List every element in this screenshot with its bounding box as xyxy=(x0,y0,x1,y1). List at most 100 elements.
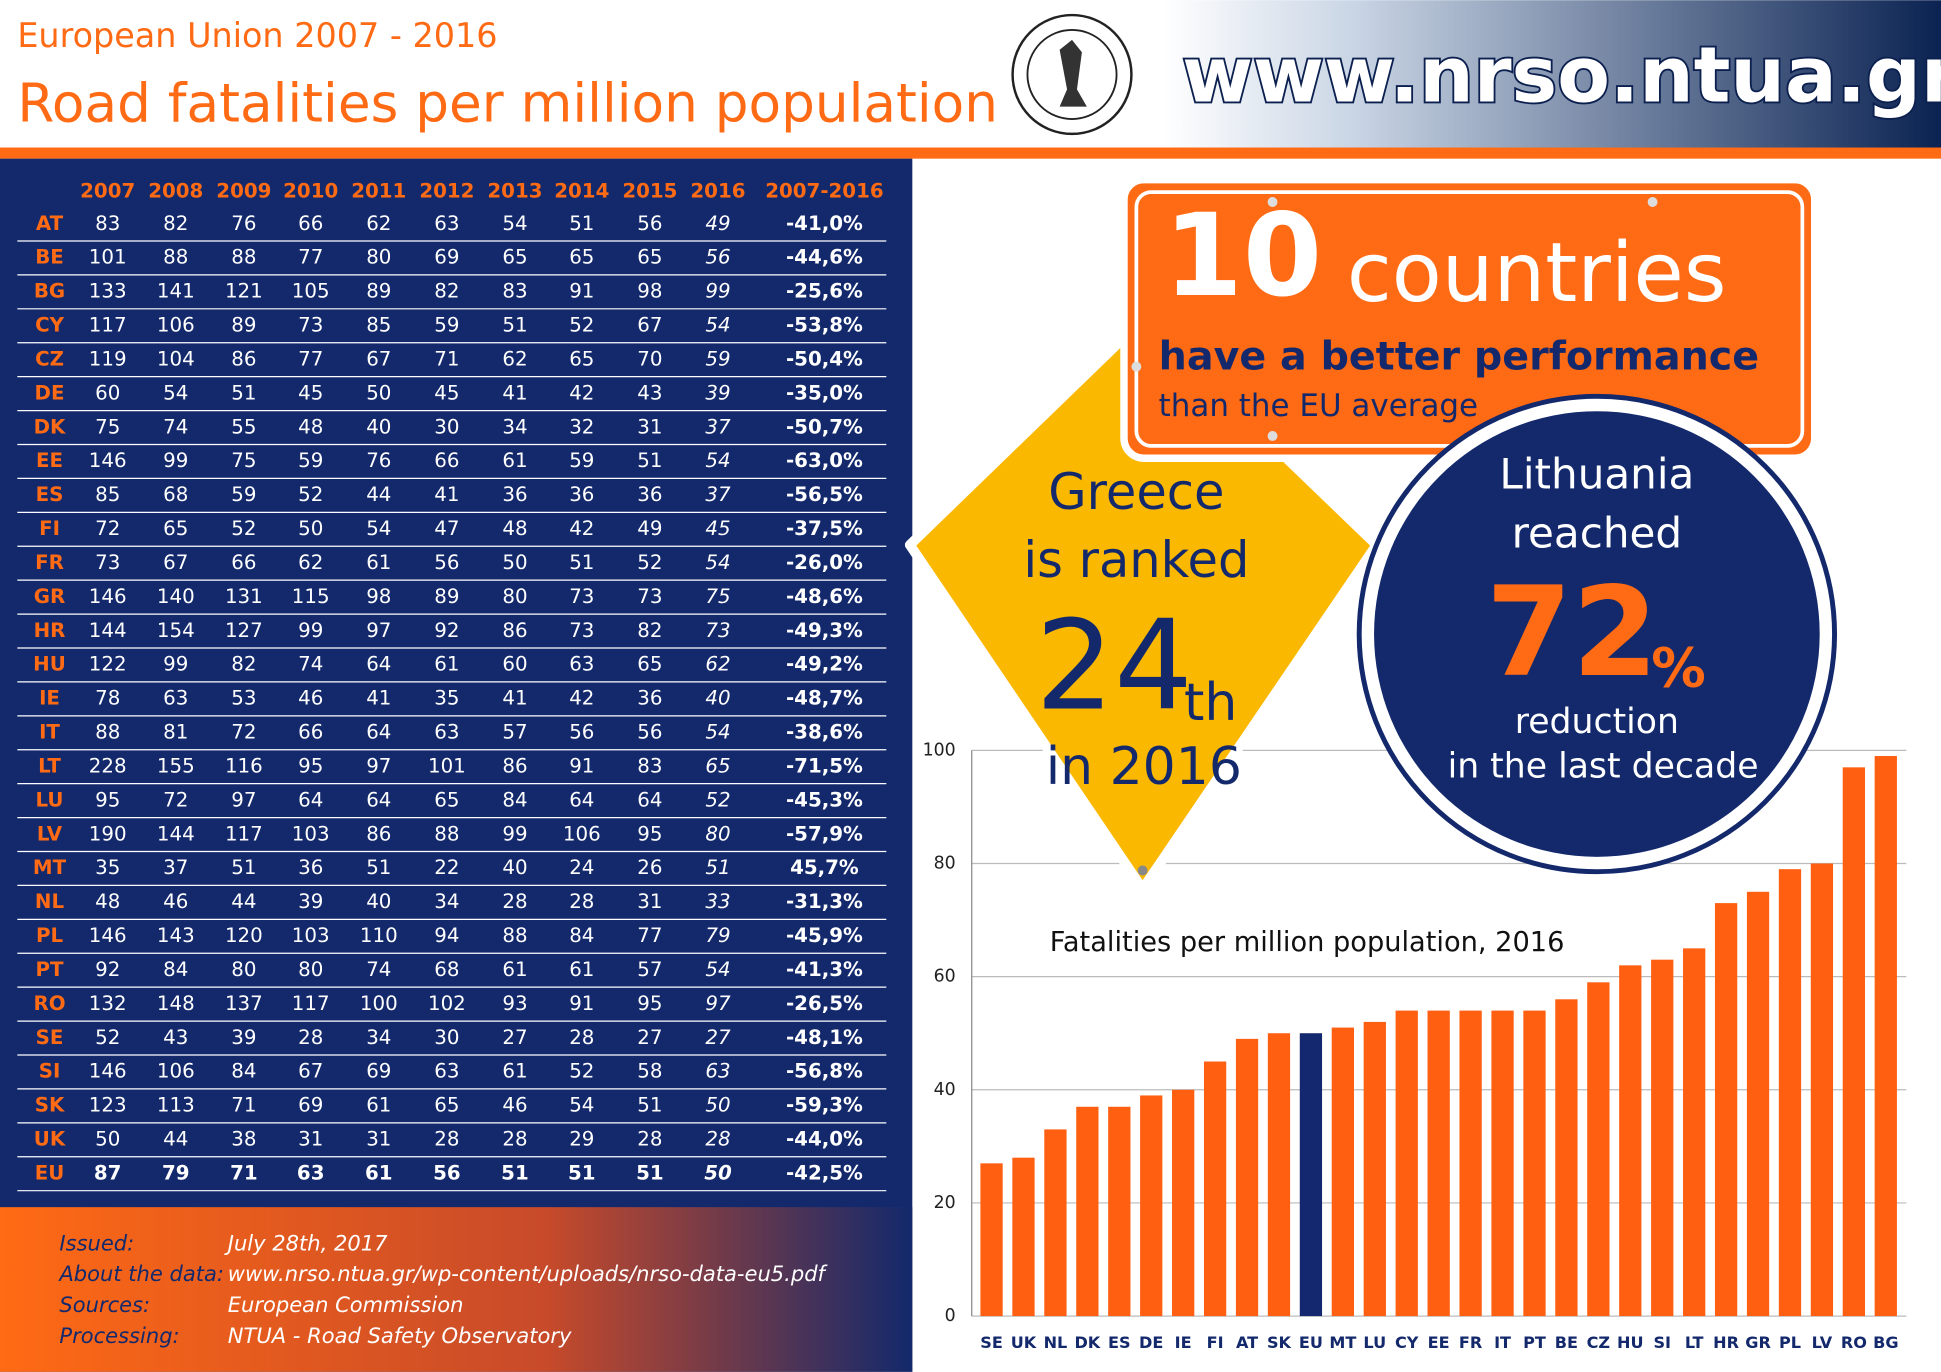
bar xyxy=(1587,982,1610,1317)
bar xyxy=(1267,1033,1291,1317)
x-tick-label: HR xyxy=(1713,1333,1739,1352)
table-cell: 63 xyxy=(569,653,594,676)
greece-suffix: th xyxy=(1184,673,1237,733)
change-cell: -71,5% xyxy=(786,754,863,777)
table-cell: 70 xyxy=(637,347,662,370)
row-label: CZ xyxy=(35,347,64,370)
row-label: DK xyxy=(34,415,66,438)
table-cell: 53 xyxy=(231,687,256,710)
table-cell: 121 xyxy=(225,280,263,303)
table-cell: 65 xyxy=(502,246,527,269)
table-cell: 41 xyxy=(366,687,391,710)
table-cell: 32 xyxy=(569,415,594,438)
table-cell: 101 xyxy=(428,754,466,777)
table-cell: 91 xyxy=(569,992,594,1015)
row-label: PT xyxy=(36,958,65,981)
table-cell: 31 xyxy=(637,415,662,438)
table-cell: 61 xyxy=(434,653,459,676)
table-cell: 34 xyxy=(366,1026,391,1049)
table-cell: 59 xyxy=(705,347,730,370)
table-cell: 56 xyxy=(637,212,662,235)
table-cell: 28 xyxy=(502,1128,527,1151)
table-cell: 51 xyxy=(569,212,594,235)
table-cell: 40 xyxy=(502,856,527,879)
x-tick-label: FR xyxy=(1459,1333,1483,1352)
table-cell: 51 xyxy=(637,1094,662,1117)
change-cell: -49,2% xyxy=(786,653,863,676)
table-cell: 61 xyxy=(569,958,594,981)
table-cell: 131 xyxy=(225,585,263,608)
change-cell: -42,5% xyxy=(786,1161,863,1184)
table-cell: 61 xyxy=(366,551,391,574)
table-cell: 51 xyxy=(231,856,256,879)
bar xyxy=(1140,1095,1163,1317)
greece-line: in 2016 xyxy=(1046,737,1242,797)
table-cell: 64 xyxy=(366,788,391,811)
table-cell: 83 xyxy=(95,212,120,235)
table-cell: 50 xyxy=(705,1094,730,1117)
table-cell: 40 xyxy=(366,890,391,913)
table-cell: 49 xyxy=(637,517,662,540)
table-cell: 63 xyxy=(705,1060,730,1083)
table-cell: 52 xyxy=(569,1060,594,1083)
bar xyxy=(1331,1027,1354,1317)
table-cell: 67 xyxy=(163,551,188,574)
table-cell: 59 xyxy=(231,483,256,506)
x-tick-label: ES xyxy=(1108,1333,1131,1352)
bar xyxy=(1555,999,1578,1317)
table-cell: 80 xyxy=(298,958,323,981)
table-cell: 56 xyxy=(569,721,594,744)
table-cell: 89 xyxy=(434,585,459,608)
table-cell: 84 xyxy=(569,924,594,947)
table-cell: 100 xyxy=(360,992,398,1015)
table-cell: 82 xyxy=(434,280,459,303)
table-cell: 61 xyxy=(502,958,527,981)
table-cell: 54 xyxy=(569,1094,594,1117)
y-tick-label: 40 xyxy=(934,1080,956,1100)
table-cell: 46 xyxy=(298,687,323,710)
change-cell: -31,3% xyxy=(786,890,863,913)
column-header: 2016 xyxy=(690,180,745,203)
table-cell: 97 xyxy=(231,788,256,811)
table-cell: 95 xyxy=(637,992,662,1015)
table-cell: 64 xyxy=(366,721,391,744)
column-header: 2007 xyxy=(80,180,135,203)
table-cell: 88 xyxy=(434,822,459,845)
lithuania-line: in the last decade xyxy=(1448,747,1759,787)
table-cell: 39 xyxy=(231,1026,256,1049)
table-cell: 50 xyxy=(704,1161,732,1184)
table-cell: 89 xyxy=(231,314,256,337)
row-label: IE xyxy=(39,687,60,710)
table-cell: 63 xyxy=(163,687,188,710)
table-cell: 59 xyxy=(298,449,323,472)
change-cell: -49,3% xyxy=(786,619,863,642)
row-label: SI xyxy=(39,1060,61,1083)
bar xyxy=(1683,948,1706,1317)
bar xyxy=(1235,1038,1259,1317)
table-cell: 30 xyxy=(434,415,459,438)
table-cell: 72 xyxy=(95,517,120,540)
row-label: FR xyxy=(35,551,64,574)
table-cell: 54 xyxy=(705,721,730,744)
table-cell: 67 xyxy=(366,347,391,370)
table-cell: 75 xyxy=(705,585,730,608)
table-cell: 28 xyxy=(502,890,527,913)
table-cell: 60 xyxy=(502,653,527,676)
table-cell: 88 xyxy=(163,246,188,269)
table-cell: 95 xyxy=(637,822,662,845)
bar xyxy=(1203,1061,1227,1317)
table-cell: 54 xyxy=(705,551,730,574)
change-cell: -38,6% xyxy=(786,721,863,744)
table-cell: 66 xyxy=(434,449,459,472)
table-cell: 117 xyxy=(225,822,263,845)
table-cell: 66 xyxy=(298,212,323,235)
table-cell: 24 xyxy=(569,856,594,879)
table-cell: 45 xyxy=(434,381,459,404)
table-cell: 44 xyxy=(163,1128,188,1151)
table-cell: 35 xyxy=(434,687,459,710)
x-tick-label: EU xyxy=(1299,1333,1323,1352)
table-cell: 75 xyxy=(95,415,120,438)
table-cell: 80 xyxy=(502,585,527,608)
table-cell: 148 xyxy=(157,992,195,1015)
table-cell: 59 xyxy=(434,314,459,337)
